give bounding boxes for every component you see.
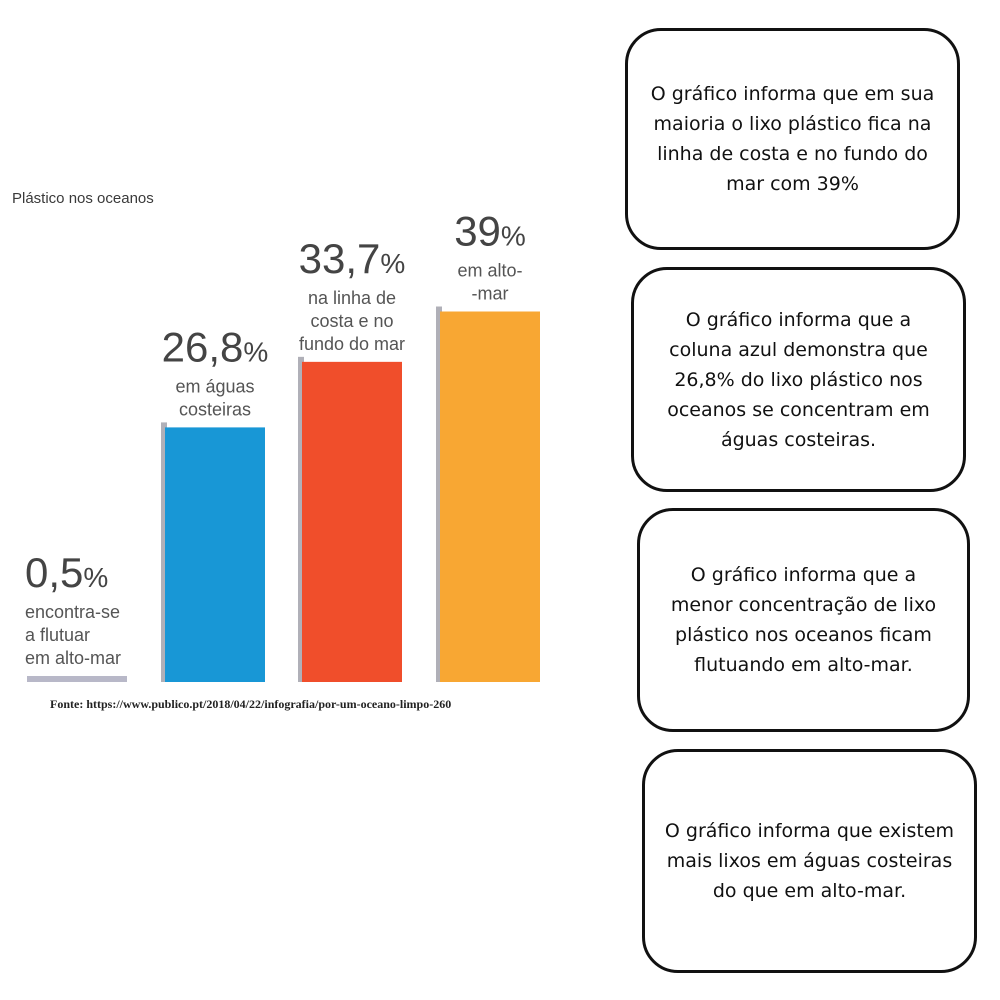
bar-4 <box>440 311 540 682</box>
bar-3 <box>302 361 402 682</box>
bar-3-label-line-2: costa e no <box>310 311 393 331</box>
bar-2 <box>165 427 265 682</box>
bar-3-value-label: 33,7% <box>299 235 406 282</box>
answer-option-3-text: O gráfico informa que a menor concentraç… <box>670 564 937 676</box>
bar-2-label-line-1: em águas <box>175 376 254 396</box>
bar-1-label-line-3: em alto-mar <box>25 648 121 668</box>
chart-title: Plástico nos oceanos <box>12 190 154 207</box>
bar-2-value-label: 26,8% <box>162 323 269 370</box>
bar-4-value-label: 39% <box>454 208 526 255</box>
bar-3-label-line-3: fundo do mar <box>299 334 405 354</box>
answer-option-4[interactable]: O gráfico informa que existem mais lixos… <box>642 749 977 973</box>
answer-option-1-text: O gráfico informa que em sua maioria o l… <box>650 83 935 195</box>
bar-1-label-line-1: encontra-se <box>25 602 120 622</box>
bar-shadow-4 <box>436 306 442 682</box>
bar-1-label-line-2: a flutuar <box>25 625 90 645</box>
bar-1-value-label: 0,5% <box>25 549 108 596</box>
bar-shadow-2 <box>161 422 167 682</box>
bar-4-label-line-1: em alto- <box>457 261 522 281</box>
answer-option-1[interactable]: O gráfico informa que em sua maioria o l… <box>625 28 960 250</box>
bar-shadow-3 <box>298 356 304 682</box>
answer-option-2[interactable]: O gráfico informa que a coluna azul demo… <box>631 267 966 492</box>
source-citation: Fonte: https://www.publico.pt/2018/04/22… <box>50 697 452 711</box>
answer-option-3[interactable]: O gráfico informa que a menor concentraç… <box>637 508 970 732</box>
bar-3-label-line-1: na linha de <box>308 288 396 308</box>
bar-2-label-line-2: costeiras <box>179 399 251 419</box>
bar-4-label-line-2: -mar <box>472 284 509 304</box>
answer-option-4-text: O gráfico informa que existem mais lixos… <box>664 820 955 902</box>
bar-chart: encontra-se a flutuar em alto-mar 0,5% em ág… <box>25 208 540 682</box>
bar-1 <box>27 676 127 682</box>
answer-option-2-text: O gráfico informa que a coluna azul demo… <box>667 308 930 451</box>
